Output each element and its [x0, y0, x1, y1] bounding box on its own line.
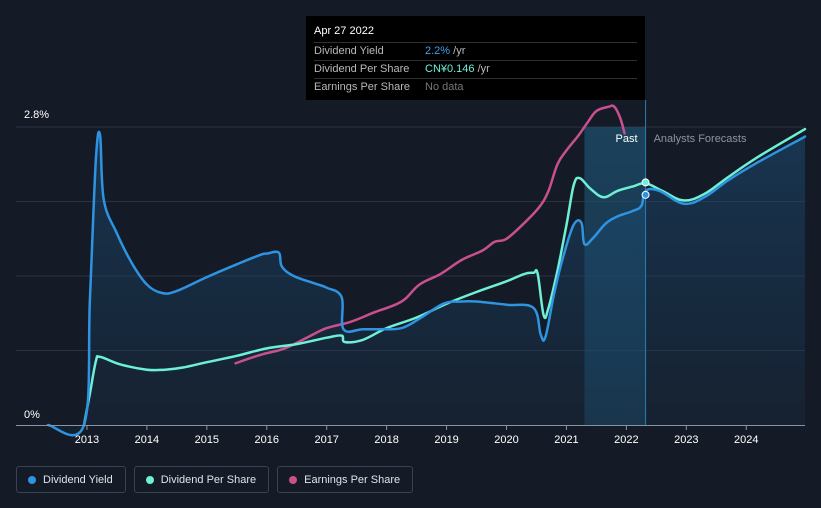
legend-dot-icon [28, 475, 36, 484]
forecast-zone-label: Analysts Forecasts [654, 133, 747, 145]
chart-area: 2013 2014 2015 2016 2017 2018 2019 2020 2021 2022… [16, 100, 807, 446]
earnings-per-share-line [234, 104, 626, 365]
y-axis-label-min: 0% [24, 409, 40, 421]
x-tick-label: 2022 [614, 434, 638, 446]
y-axis-label-max: 2.8% [24, 109, 49, 121]
legend-dividend-per-share[interactable]: Dividend Per Share [133, 466, 270, 493]
tooltip-suffix: /yr [450, 45, 466, 57]
hover-tooltip: Apr 27 2022 Dividend Yield 2.2% /yr Divi… [306, 16, 645, 100]
tooltip-value: CN¥0.146 /yr [425, 61, 490, 78]
legend-dividend-yield[interactable]: Dividend Yield [16, 466, 126, 493]
tooltip-label: Dividend Per Share [314, 63, 410, 75]
dividend-yield-line [46, 130, 807, 437]
tooltip-number: 2.2% [425, 45, 451, 57]
tooltip-row-dividend-yield: Dividend Yield 2.2% /yr [314, 42, 637, 60]
dividend-per-share-line [82, 127, 807, 427]
dividend-yield-area [48, 131, 805, 436]
past-zone-label: Past [616, 133, 638, 145]
x-tick-label: 2021 [554, 434, 578, 446]
x-tick-label: 2020 [494, 434, 518, 446]
x-tick-label: 2018 [374, 434, 398, 446]
x-tick-label: 2019 [434, 434, 458, 446]
tooltip-number: No data [425, 81, 464, 93]
x-tick-label: 2023 [674, 434, 698, 446]
legend-dot-icon [145, 475, 154, 484]
legend-label: Earnings Per Share [304, 473, 401, 486]
chart-legend: Dividend Yield Dividend Per Share Earnin… [16, 466, 414, 493]
tooltip-row-dividend-per-share: Dividend Per Share CN¥0.146 /yr [314, 60, 637, 78]
legend-label: Dividend Yield [43, 473, 113, 486]
x-axis-ticks: 2013 2014 2015 2016 2017 2018 2019 2020 2021 2022… [75, 425, 759, 446]
dividend-yield-marker [641, 190, 650, 199]
dividend-per-share-marker [641, 178, 650, 187]
tooltip-label: Dividend Yield [314, 45, 384, 57]
x-tick-label: 2016 [255, 434, 279, 446]
tooltip-value: 2.2% /yr [425, 43, 465, 60]
x-tick-label: 2017 [314, 434, 338, 446]
tooltip-suffix: /yr [474, 63, 490, 75]
x-tick-label: 2014 [135, 434, 159, 446]
x-tick-label: 2024 [734, 434, 758, 446]
legend-label: Dividend Per Share [160, 473, 257, 486]
x-tick-label: 2013 [75, 434, 99, 446]
x-tick-label: 2015 [195, 434, 219, 446]
tooltip-label: Earnings Per Share [314, 81, 410, 93]
legend-dot-icon [289, 475, 298, 484]
tooltip-date: Apr 27 2022 [314, 25, 374, 37]
legend-earnings-per-share[interactable]: Earnings Per Share [277, 466, 414, 493]
tooltip-number: CN¥0.146 [425, 63, 475, 75]
tooltip-row-earnings-per-share: Earnings Per Share No data [314, 78, 637, 96]
tooltip-value: No data [425, 79, 464, 96]
